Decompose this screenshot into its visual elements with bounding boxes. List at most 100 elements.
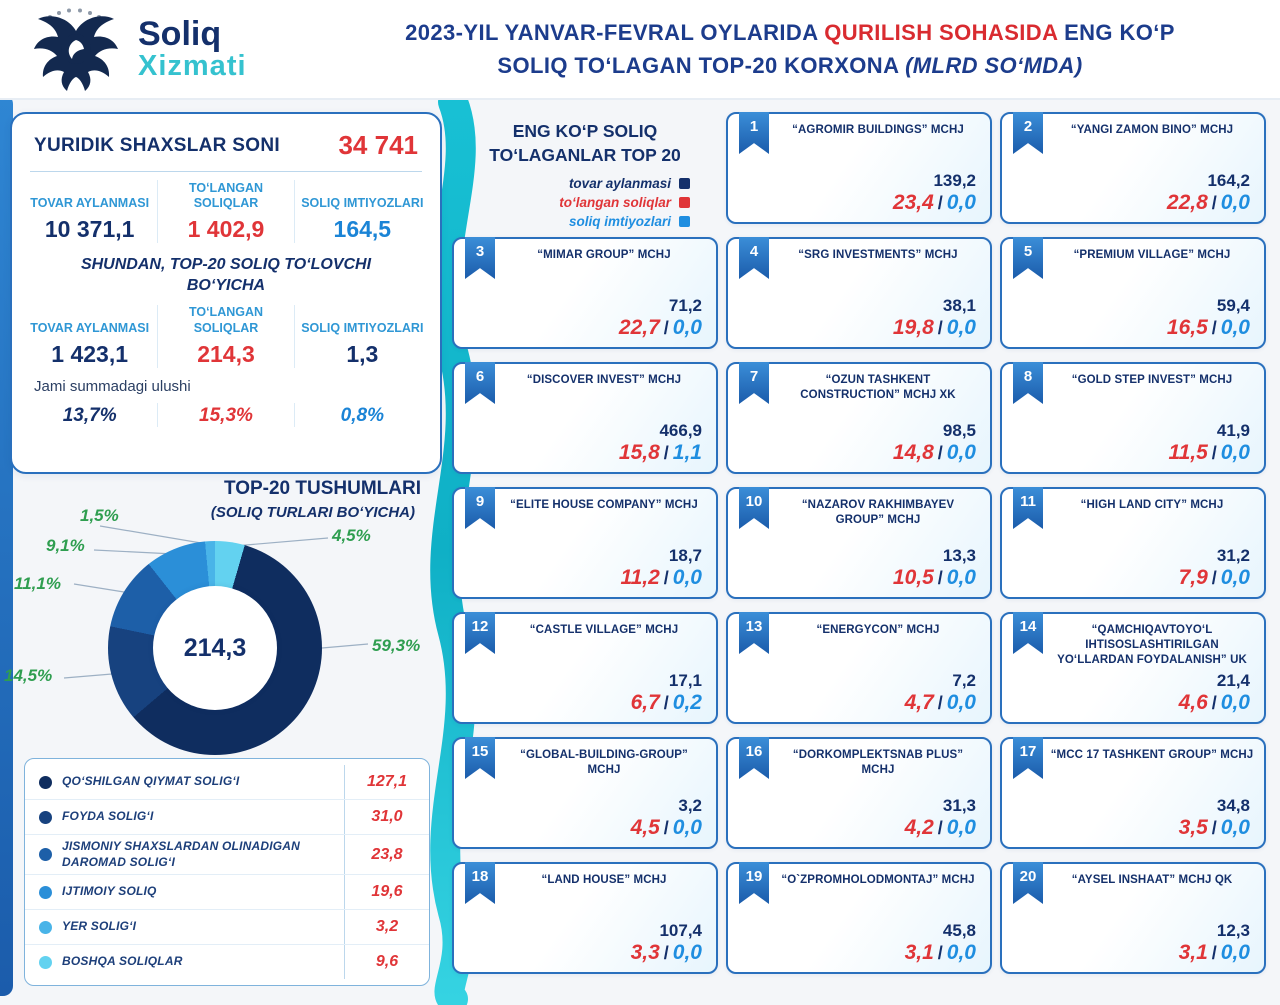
turnover-value: 59,4 xyxy=(1216,296,1250,316)
company-values: 34,8 3,5/0,0 xyxy=(1002,796,1264,847)
rank-badge: 15 xyxy=(465,737,495,779)
company-values: 164,2 22,8/0,0 xyxy=(1002,171,1264,222)
benefit-value: 0,0 xyxy=(672,315,702,339)
turnover-value: 164,2 xyxy=(1207,171,1250,191)
company-card: 4 “SRG INVESTMENTS” MCHJ 38,1 19,8/0,0 xyxy=(726,237,992,349)
company-values: 18,7 11,2/0,0 xyxy=(454,546,716,597)
rank-badge: 18 xyxy=(465,862,495,904)
benefit-value: 0,0 xyxy=(946,440,976,464)
tax-legend-row: JISMONIY SHAXSLARDAN OLINADIGAN DAROMAD … xyxy=(25,834,429,875)
value-separator: / xyxy=(663,817,669,838)
turnover-value: 466,9 xyxy=(659,421,702,441)
turnover-value: 107,4 xyxy=(659,921,702,941)
company-card: 6 “DISCOVER INVEST” MCHJ 466,9 15,8/1,1 xyxy=(452,362,718,474)
value-separator: / xyxy=(1211,692,1217,713)
turnover-value: 17,1 xyxy=(668,671,702,691)
company-card: 16 “DORKOMPLEKTSNAB PLUS” MCHJ 31,3 4,2/… xyxy=(726,737,992,849)
chart-title: TOP-20 TUSHUMLARI xyxy=(223,478,421,499)
value-separator: / xyxy=(937,317,943,338)
rank-badge: 19 xyxy=(739,862,769,904)
tax-amount: 3,2 xyxy=(344,910,429,945)
company-values: 41,9 11,5/0,0 xyxy=(1002,421,1264,472)
company-card: 17 “MCC 17 TASHKENT GROUP” MCHJ 34,8 3,5… xyxy=(1000,737,1266,849)
value-separator: / xyxy=(937,817,943,838)
company-name: “ENERGYCON” MCHJ xyxy=(816,624,940,636)
divider xyxy=(30,171,422,172)
turnover-value: 41,9 xyxy=(1216,421,1250,441)
value-separator: / xyxy=(937,942,943,963)
top20-heading-cell: ENG KOʻP SOLIQ TOʻLAGANLAR TOP 20 tovar … xyxy=(452,112,718,229)
company-card: 11 “HIGH LAND CITY” MCHJ 31,2 7,9/0,0 xyxy=(1000,487,1266,599)
company-name: “DORKOMPLEKTSNAB PLUS” MCHJ xyxy=(792,749,964,776)
turnover-value: 21,4 xyxy=(1216,671,1250,691)
company-card: 8 “GOLD STEP INVEST” MCHJ 41,9 11,5/0,0 xyxy=(1000,362,1266,474)
legal-entities-count: 34 741 xyxy=(338,130,418,160)
value-separator: / xyxy=(663,567,669,588)
paid-value: 15,8 xyxy=(618,440,660,464)
company-name: “CASTLE VILLAGE” MCHJ xyxy=(529,624,679,636)
total-paid: 1 402,9 xyxy=(187,216,265,242)
value-separator: / xyxy=(663,692,669,713)
company-name: “DISCOVER INVEST” MCHJ xyxy=(526,374,682,386)
tax-color-dot xyxy=(39,848,52,862)
pct-label-income: 11,1% xyxy=(14,574,61,593)
title-part-1: 2023-YIL YANVAR-FEVRAL OYLARIDA xyxy=(405,20,825,45)
donut-chart-section: TOP-20 TUSHUMLARI (SOLIQ TURLARI BOʻYICH… xyxy=(0,472,445,790)
paid-value: 3,5 xyxy=(1178,815,1208,839)
paid-value: 7,9 xyxy=(1178,565,1208,589)
col-header-turnover: TOVAR AYLANMASI xyxy=(30,320,150,335)
top20-paid: 214,3 xyxy=(197,340,255,367)
company-card: 12 “CASTLE VILLAGE” MCHJ 17,1 6,7/0,2 xyxy=(452,612,718,724)
value-separator: / xyxy=(937,692,943,713)
company-values: 7,2 4,7/0,0 xyxy=(728,671,990,722)
rank-badge: 13 xyxy=(739,612,769,654)
company-name: “ELITE HOUSE COMPANY” MCHJ xyxy=(510,499,698,511)
turnover-value: 38,1 xyxy=(942,296,976,316)
rank-badge: 1 xyxy=(739,112,769,154)
tax-amount: 127,1 xyxy=(344,765,429,799)
title-part-3: SOLIQ TOʻLAGAN TOP-20 KORXONA xyxy=(497,53,906,78)
company-card: 20 “AYSEL INSHAAT” MCHJ QK 12,3 3,1/0,0 xyxy=(1000,862,1266,974)
turnover-value: 45,8 xyxy=(942,921,976,941)
share-paid: 15,3% xyxy=(199,404,253,426)
paid-value: 16,5 xyxy=(1166,315,1208,339)
legal-entities-label: YURIDIK SHAXSLAR SONI xyxy=(34,134,280,156)
paid-value: 11,2 xyxy=(620,565,660,589)
turnover-value: 31,2 xyxy=(1216,546,1250,566)
company-card: 5 “PREMIUM VILLAGE” MCHJ 59,4 16,5/0,0 xyxy=(1000,237,1266,349)
title-part-2: ENG KOʻP xyxy=(1057,20,1175,45)
series-legend-item: soliq imtiyozlari xyxy=(569,214,690,229)
company-values: 21,4 4,6/0,0 xyxy=(1002,671,1264,722)
benefit-value: 0,0 xyxy=(946,940,976,964)
company-name: “SRG INVESTMENTS” MCHJ xyxy=(798,249,958,261)
col-header-benefits: SOLIQ IMTIYOZLARI xyxy=(301,320,424,335)
company-name: “PREMIUM VILLAGE” MCHJ xyxy=(1073,249,1231,261)
title-highlight: QURILISH SOHASIDA xyxy=(824,20,1058,45)
company-card: 3 “MIMAR GROUP” MCHJ 71,2 22,7/0,0 xyxy=(452,237,718,349)
series-legend: tovar aylanmasi toʻlangan soliqlar soliq… xyxy=(452,176,718,229)
col-header-paid: TOʻLANGAN SOLIQLAR xyxy=(188,180,264,211)
value-separator: / xyxy=(937,192,943,213)
totals-row: TOVAR AYLANMASI 10 371,1 TOʻLANGAN SOLIQ… xyxy=(12,172,440,243)
value-separator: / xyxy=(1211,817,1217,838)
tax-name: IJTIMOIY SOLIQ xyxy=(62,884,157,899)
paid-value: 22,8 xyxy=(1166,190,1208,214)
paid-value: 4,2 xyxy=(904,815,934,839)
turnover-value: 139,2 xyxy=(933,171,976,191)
rank-badge: 12 xyxy=(465,612,495,654)
tax-amount: 23,8 xyxy=(344,835,429,875)
pct-label-other: 4,5% xyxy=(332,526,371,545)
tax-name: YER SOLIGʻI xyxy=(62,919,137,934)
company-name: “NAZAROV RAKHIMBAYEV GROUP” MCHJ xyxy=(801,499,955,526)
rank-badge: 7 xyxy=(739,362,769,404)
brand: Soliq Xizmati xyxy=(28,7,358,91)
benefit-value: 0,0 xyxy=(946,815,976,839)
value-separator: / xyxy=(663,442,669,463)
turnover-value: 7,2 xyxy=(952,671,976,691)
company-card: 15 “GLOBAL-BUILDING-GROUP” MCHJ 3,2 4,5/… xyxy=(452,737,718,849)
tax-legend-row: BOSHQA SOLIQLAR 9,6 xyxy=(25,944,429,980)
share-row: 13,7% 15,3% 0,8% xyxy=(12,395,440,427)
soliq-eagle-logo-icon xyxy=(34,8,118,91)
value-separator: / xyxy=(1211,317,1217,338)
tax-amount: 19,6 xyxy=(344,875,429,910)
